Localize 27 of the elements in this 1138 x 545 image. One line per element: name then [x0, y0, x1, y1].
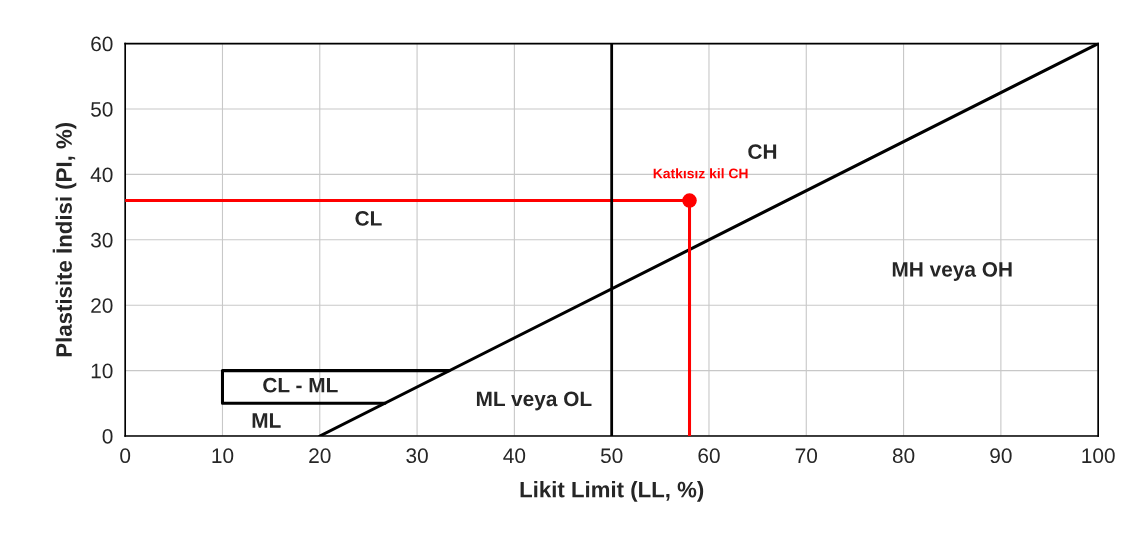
x-tick-label: 100: [1082, 448, 1115, 464]
y-tick-label: 30: [91, 232, 113, 248]
x-tick-label: 60: [698, 448, 720, 464]
annotation: CL - ML: [263, 377, 338, 393]
x-axis-title: Likit Limit (LL, %): [520, 481, 704, 502]
y-tick-label: 0: [102, 429, 113, 444]
x-tick-label: 20: [309, 448, 331, 464]
annotation: MH veya OH: [892, 262, 1012, 281]
y-tick-label: 40: [90, 167, 113, 183]
annotation: CL: [355, 211, 382, 226]
y-axis-title: Plastisite İndisi (PI, %): [52, 122, 77, 357]
y-tick-label: 60: [91, 36, 113, 52]
y-tick-label: 10: [91, 363, 113, 379]
annotation: Katkısız kil CH: [653, 168, 748, 179]
x-tick-label: 40: [503, 448, 526, 464]
x-tick-label: 50: [600, 448, 623, 464]
x-tick-label: 90: [990, 448, 1012, 464]
x-tick-label: 10: [212, 448, 234, 464]
y-tick-label: 20: [91, 298, 113, 313]
x-tick-label: 30: [406, 448, 428, 464]
y-tick-label: 50: [91, 102, 113, 117]
x-tick-label: 80: [892, 448, 915, 464]
x-tick-label: 0: [120, 448, 131, 464]
annotation: ML veya OL: [476, 391, 592, 411]
annotation: CH: [748, 144, 777, 160]
x-tick-label: 70: [795, 448, 818, 464]
annotation: ML: [252, 413, 281, 428]
